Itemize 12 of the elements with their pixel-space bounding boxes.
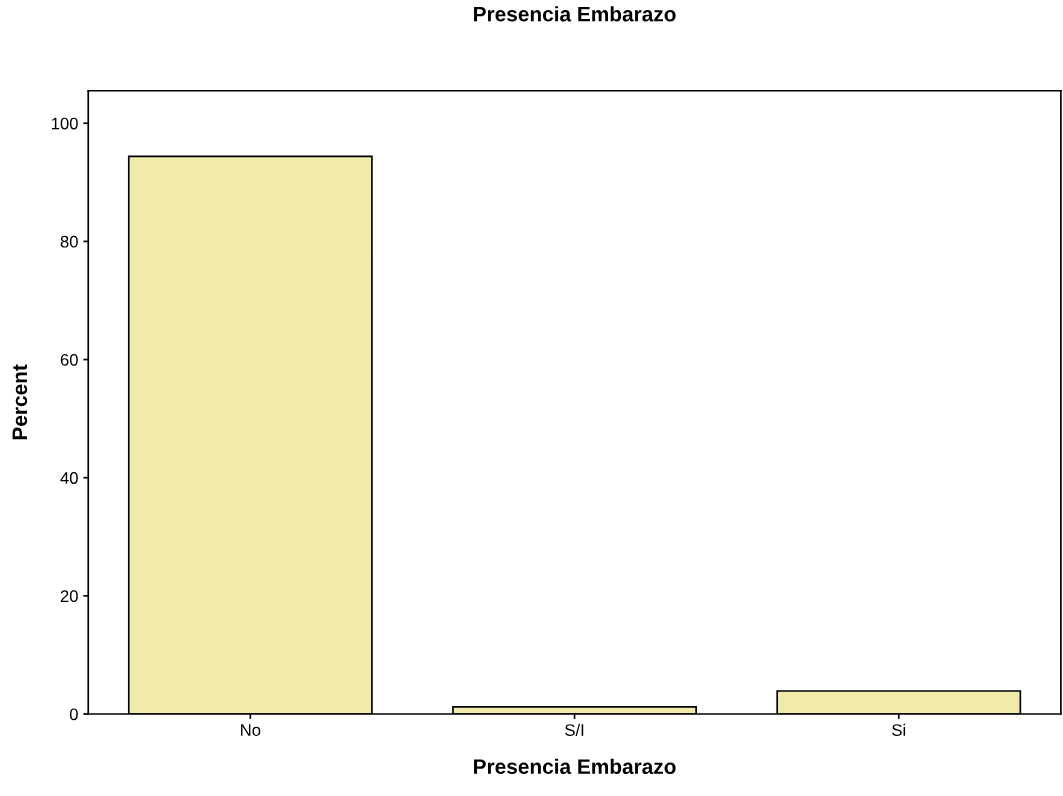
chart-title: Presencia Embarazo	[474, 6, 676, 22]
y-axis-title: Percent	[12, 364, 28, 440]
x-axis-title: Presencia Embarazo	[474, 758, 676, 775]
y-tick-label: 100	[51, 117, 78, 130]
x-tick-label: Si	[892, 723, 906, 736]
x-tick-label: S/I	[565, 723, 584, 736]
y-tick-label: 40	[60, 472, 78, 484]
y-tick-label: 80	[60, 235, 78, 248]
x-tick-label: No	[241, 724, 261, 736]
y-tick-label: 60	[60, 353, 78, 366]
y-tick-label: 20	[60, 590, 78, 603]
y-tick-label: 0	[69, 708, 78, 721]
